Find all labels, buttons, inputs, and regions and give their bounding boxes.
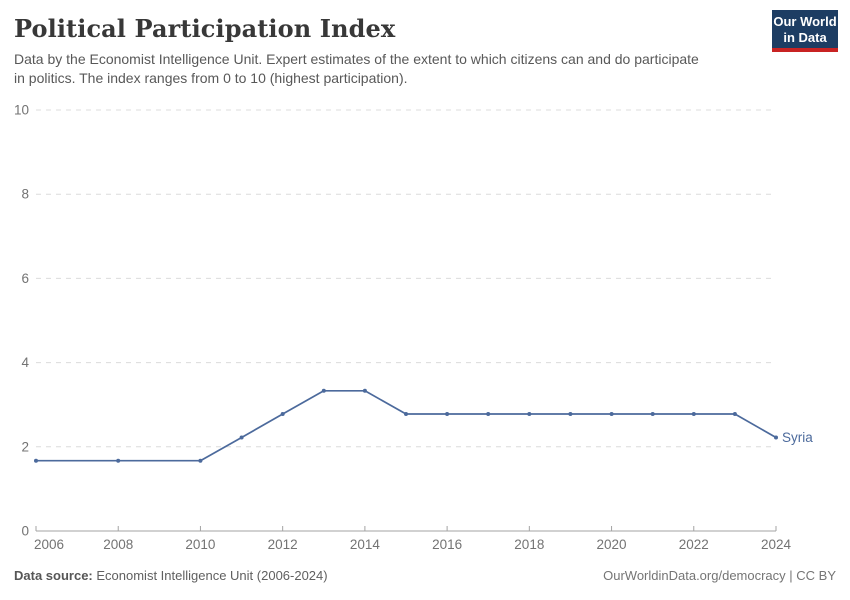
data-point-marker — [321, 388, 326, 393]
data-point-marker — [609, 412, 614, 416]
y-tick-label: 6 — [21, 271, 29, 286]
data-point-marker — [239, 435, 244, 440]
data-point-marker — [774, 435, 778, 440]
owid-logo[interactable]: Our World in Data — [772, 10, 838, 52]
data-source-note: Data source: Economist Intelligence Unit… — [14, 568, 328, 583]
line-chart-canvas: 0 2 4 6 8 10 2006 2008 2010 2012 2014 2016 2018 2020 2… — [14, 103, 813, 553]
x-tick-label: 2024 — [761, 537, 792, 552]
data-source-value: Economist Intelligence Unit (2006-2024) — [92, 568, 328, 583]
data-point-marker — [445, 412, 450, 416]
data-point-marker — [198, 458, 203, 463]
page-title: Political Participation Index — [14, 14, 396, 43]
owid-logo-line-1: Our World — [773, 14, 837, 29]
data-point-marker — [486, 412, 491, 416]
owid-logo-line-2: in Data — [783, 30, 827, 45]
chart-subtitle-line-2: in politics. The index ranges from 0 to … — [14, 70, 408, 86]
x-tick-label: 2018 — [514, 537, 544, 552]
x-tick-label: 2014 — [350, 537, 381, 552]
x-tick-label: 2012 — [268, 537, 298, 552]
data-point-marker — [404, 412, 408, 416]
y-tick-label: 0 — [21, 524, 29, 539]
chart-subtitle: Data by the Economist Intelligence Unit.… — [14, 50, 764, 88]
y-tick-label: 4 — [21, 355, 29, 370]
y-tick-label: 10 — [14, 103, 29, 118]
data-point-marker — [116, 458, 121, 463]
data-point-marker — [34, 458, 38, 463]
data-point-marker — [527, 412, 532, 416]
chart-footer: Data source: Economist Intelligence Unit… — [14, 568, 836, 583]
chart-subtitle-line-1: Data by the Economist Intelligence Unit.… — [14, 51, 699, 67]
x-tick-label: 2010 — [185, 537, 215, 552]
series-end-label: Syria — [782, 430, 813, 445]
data-point-marker — [568, 412, 573, 416]
data-point-marker — [280, 412, 285, 416]
x-tick-label: 2020 — [597, 537, 627, 552]
x-tick-label: 2016 — [432, 537, 462, 552]
x-tick-label: 2008 — [103, 537, 133, 552]
attribution-license: OurWorldinData.org/democracy | CC BY — [603, 568, 836, 583]
data-point-marker — [691, 412, 696, 416]
data-source-label: Data source: — [14, 568, 93, 583]
y-tick-label: 2 — [21, 439, 29, 454]
data-point-marker — [732, 412, 737, 416]
y-tick-label: 8 — [21, 187, 29, 202]
x-tick-label: 2022 — [679, 537, 709, 552]
series-line — [35, 389, 777, 462]
data-point-marker — [650, 412, 655, 416]
x-tick-label: 2006 — [34, 537, 64, 552]
data-point-marker — [362, 388, 367, 393]
